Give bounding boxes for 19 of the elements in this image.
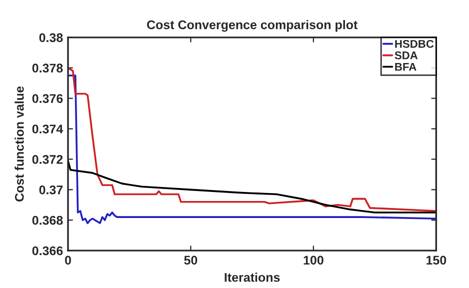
x-tick-label: 50 bbox=[184, 256, 198, 265]
y-axis-title: Cost function value bbox=[14, 86, 24, 202]
chart-title: Cost Convergence comparison plot bbox=[147, 20, 358, 32]
legend-label: HSDBC bbox=[395, 40, 434, 48]
y-tick-label: 0.368 bbox=[32, 216, 63, 225]
y-tick-label: 0.37 bbox=[39, 185, 63, 194]
y-tick-label: 0.374 bbox=[32, 124, 64, 134]
y-tick-label: 0.376 bbox=[32, 94, 63, 103]
x-tick-label: 100 bbox=[304, 256, 324, 265]
y-tick-label: 0.38 bbox=[39, 33, 63, 42]
x-axis-title: Iterations bbox=[224, 272, 280, 282]
y-tick-label: 0.366 bbox=[32, 246, 63, 256]
x-tick-label: 150 bbox=[426, 256, 446, 265]
x-tick-label: 0 bbox=[65, 256, 71, 265]
y-tick-label: 0.372 bbox=[32, 155, 63, 164]
legend-label: BFA bbox=[395, 63, 416, 71]
legend-label: SDA bbox=[394, 51, 418, 60]
y-tick-label: 0.378 bbox=[32, 64, 63, 73]
line-series bbox=[68, 160, 436, 214]
